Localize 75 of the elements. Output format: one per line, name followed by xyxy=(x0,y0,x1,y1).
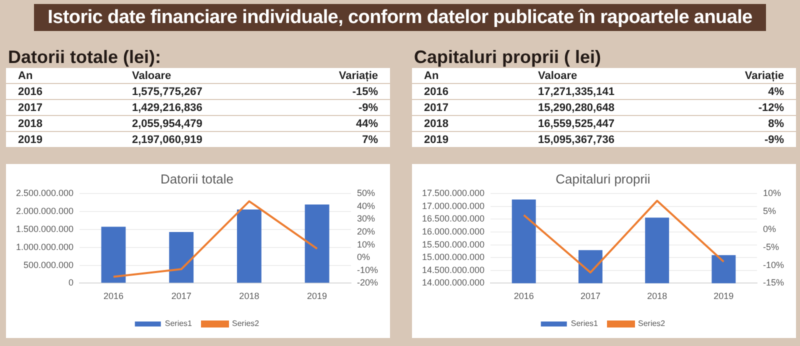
y2-tick-label: -15% xyxy=(762,278,784,288)
category-label: 2019 xyxy=(18,134,42,146)
y-tick-label: 0 xyxy=(68,278,74,288)
text: -12% xyxy=(692,100,796,116)
x-tick-label: 2019 xyxy=(307,291,328,302)
text: An xyxy=(6,68,120,84)
text: 7% xyxy=(282,132,390,148)
text: 1,575,775,267 xyxy=(120,84,282,100)
chart-title: Datorii totale xyxy=(160,171,234,186)
chart-subtitle: Capitaluri proprii ( lei) xyxy=(413,46,602,68)
x-tick-label: 2018 xyxy=(239,291,260,302)
y2-tick-label: 30% xyxy=(356,214,376,224)
text: 2,055,954,479 xyxy=(120,116,282,132)
y2-tick-label: 40% xyxy=(356,200,376,211)
y-tick-label: 1.000.000.000 xyxy=(16,242,74,252)
category-label: 2017 xyxy=(424,102,448,114)
y-tick-label: 14.000.000.000 xyxy=(422,278,485,288)
y2-tick-label: 10% xyxy=(356,239,376,250)
text: 15,095,367,736 xyxy=(526,132,692,148)
text: 16,559,525,447 xyxy=(526,116,692,132)
chart-subtitle: Datorii totale (lei): xyxy=(7,46,162,68)
y-tick-label: 2.000.000.000 xyxy=(16,206,74,216)
legend-label: Series2 xyxy=(232,319,260,328)
text: Variație xyxy=(282,68,390,84)
y-tick-label: 16.000.000.000 xyxy=(422,226,485,236)
legend-label: Series1 xyxy=(570,319,599,328)
chart-title: Capitaluri proprii xyxy=(556,171,650,186)
text: Valoare xyxy=(120,68,282,84)
text: 44% xyxy=(282,116,390,132)
text: -15% xyxy=(282,84,390,100)
text: 15,290,280,648 xyxy=(526,100,692,116)
y-tick-label: 1.500.000.000 xyxy=(16,224,74,234)
legend-label: Series2 xyxy=(638,319,666,328)
y-tick-label: 16.500.000.000 xyxy=(422,214,485,224)
y2-tick-label: -10% xyxy=(356,264,378,275)
y-tick-label: 14.500.000.000 xyxy=(422,264,485,275)
text: 2,197,060,919 xyxy=(120,132,282,148)
category-label: 2019 xyxy=(424,134,448,146)
y-tick-label: 500.000.000 xyxy=(23,260,74,270)
category-label: 2018 xyxy=(424,118,448,130)
text: Valoare xyxy=(526,68,692,84)
y-tick-label: 2.500.000.000 xyxy=(16,188,74,198)
text: Istoric date financiare individuale, conform datelor publicate în rapoartele anuale xyxy=(34,4,766,31)
x-tick-label: 2018 xyxy=(647,291,668,302)
y2-tick-label: -20% xyxy=(356,278,378,288)
category-label: 2018 xyxy=(18,118,42,130)
text: -9% xyxy=(282,100,390,116)
y2-tick-label: 0% xyxy=(762,224,776,234)
text: -9% xyxy=(692,132,796,148)
text: 1,429,216,836 xyxy=(120,100,282,116)
text: 4% xyxy=(692,84,796,100)
category-label: 2017 xyxy=(18,102,42,114)
y-tick-label: 15.000.000.000 xyxy=(422,252,485,262)
y-tick-label: 17.500.000.000 xyxy=(422,188,485,198)
y2-tick-label: -5% xyxy=(762,242,780,252)
text: 8% xyxy=(692,116,796,132)
x-tick-label: 2017 xyxy=(171,291,192,302)
text: An xyxy=(412,68,526,84)
legend-label: Series1 xyxy=(164,319,193,328)
text: Variație xyxy=(692,68,796,84)
text: 17,271,335,141 xyxy=(526,84,692,100)
y-tick-label: 17.000.000.000 xyxy=(422,200,485,211)
x-tick-label: 2019 xyxy=(714,291,734,302)
y-tick-label: 15.500.000.000 xyxy=(422,239,485,250)
category-label: 2016 xyxy=(424,86,448,98)
y2-tick-label: 10% xyxy=(762,188,782,198)
y2-tick-label: 0% xyxy=(356,252,370,262)
y2-tick-label: 50% xyxy=(356,188,376,198)
y2-tick-label: -10% xyxy=(762,260,784,270)
x-tick-label: 2016 xyxy=(514,291,534,302)
x-tick-label: 2017 xyxy=(580,291,600,302)
x-tick-label: 2016 xyxy=(103,291,124,302)
y2-tick-label: 20% xyxy=(356,226,376,236)
category-label: 2016 xyxy=(18,86,42,98)
y2-tick-label: 5% xyxy=(762,206,776,216)
